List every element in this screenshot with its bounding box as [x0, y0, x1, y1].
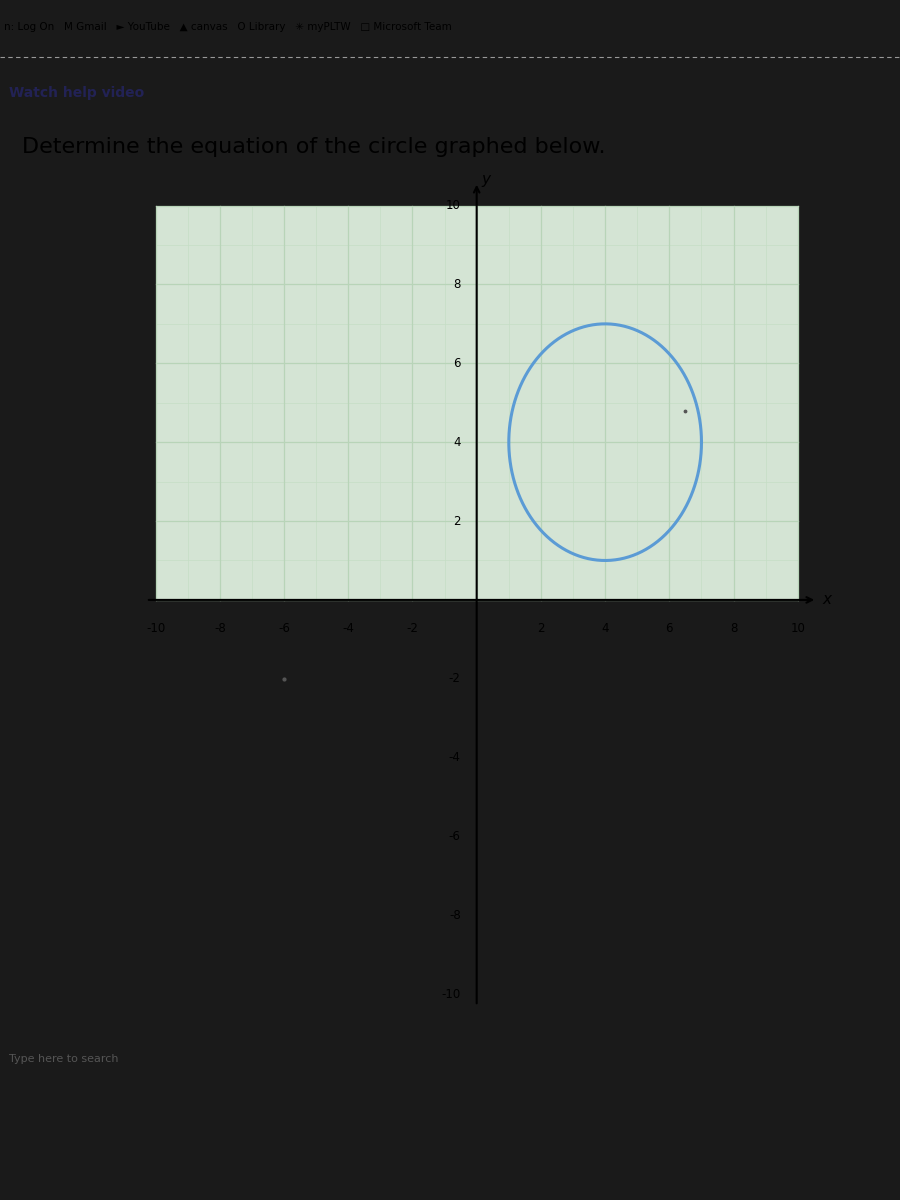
Text: 6: 6 — [666, 622, 673, 635]
Text: x: x — [822, 593, 831, 607]
Text: -8: -8 — [449, 908, 461, 922]
Text: -4: -4 — [342, 622, 355, 635]
Text: Type here to search: Type here to search — [9, 1054, 119, 1064]
Text: -6: -6 — [449, 830, 461, 844]
Text: y: y — [482, 173, 490, 187]
Text: -4: -4 — [449, 751, 461, 764]
Text: 6: 6 — [453, 356, 461, 370]
Text: 4: 4 — [453, 436, 461, 449]
Text: 8: 8 — [730, 622, 737, 635]
Text: 2: 2 — [453, 515, 461, 528]
Text: -8: -8 — [214, 622, 226, 635]
Text: -10: -10 — [146, 622, 166, 635]
Text: -10: -10 — [441, 988, 461, 1001]
Text: n: Log On   M Gmail   ► YouTube   ▲ canvas   O Library   ✳ myPLTW   □ Microsoft : n: Log On M Gmail ► YouTube ▲ canvas O L… — [4, 22, 452, 32]
Bar — [156, 205, 797, 600]
Text: Watch help video: Watch help video — [9, 86, 144, 100]
Text: 2: 2 — [537, 622, 544, 635]
Text: 4: 4 — [601, 622, 609, 635]
Text: -2: -2 — [407, 622, 418, 635]
Text: 10: 10 — [446, 199, 461, 212]
Text: -2: -2 — [449, 672, 461, 685]
Text: -6: -6 — [278, 622, 290, 635]
Text: 10: 10 — [790, 622, 806, 635]
Text: Determine the equation of the circle graphed below.: Determine the equation of the circle gra… — [22, 137, 606, 157]
Text: 8: 8 — [454, 278, 461, 290]
